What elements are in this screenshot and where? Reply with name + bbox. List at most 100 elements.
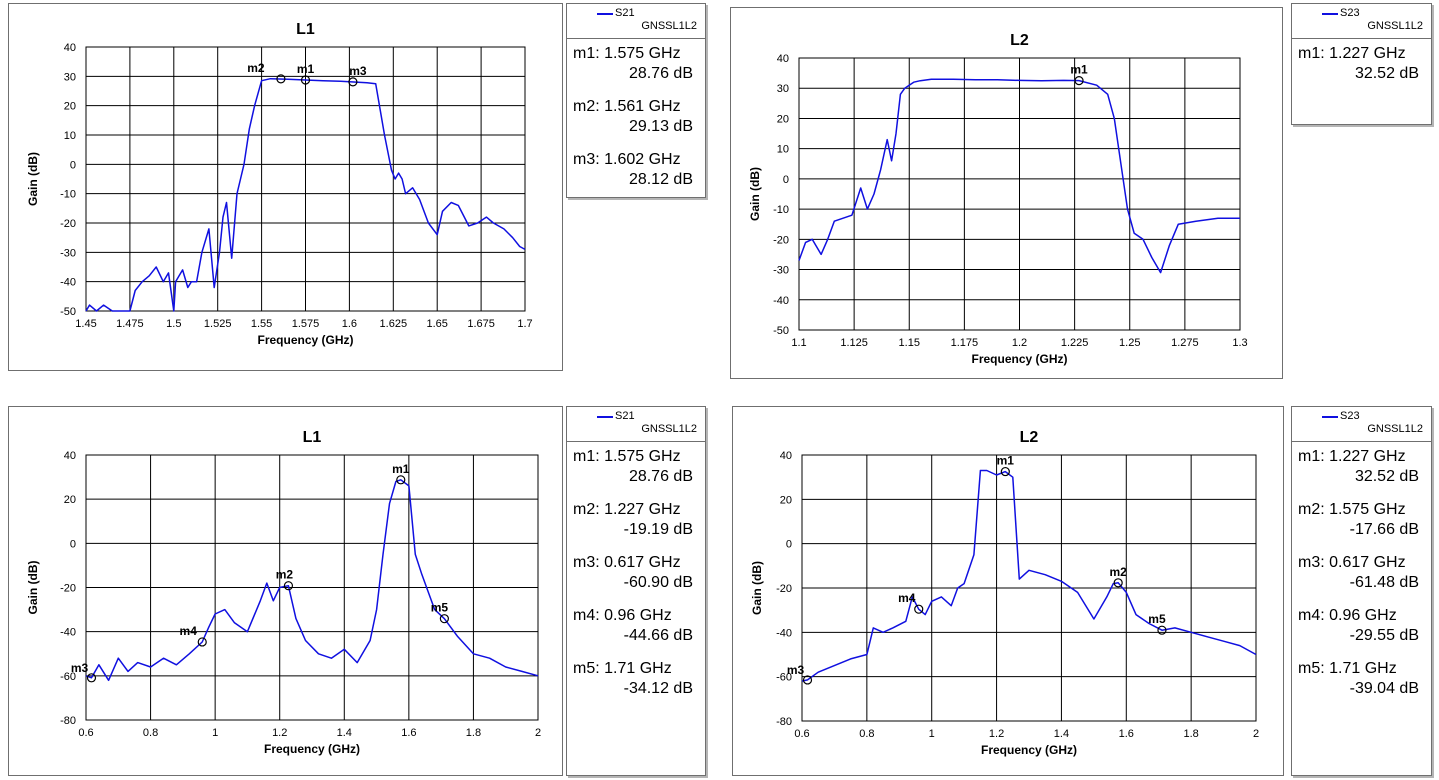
x-tick-label: 1.1 [791, 337, 806, 349]
marker-label: m3 [71, 661, 89, 675]
legend-panel: S23 GNSSL1L2 m1: 1.227 GHz 32.52 dB [1291, 3, 1432, 125]
x-tick-label: 1.3 [1232, 337, 1247, 349]
x-tick-label: 1.4 [1054, 728, 1069, 740]
marker-circle [1113, 578, 1123, 588]
marker-readout-frequency: m2: 1.575 GHz [1298, 501, 1406, 518]
x-tick-label: 1.475 [116, 318, 144, 330]
marker-circle [276, 74, 286, 84]
marker-label: m1 [997, 454, 1015, 468]
legend-header: S23 GNSSL1L2 [1292, 407, 1431, 442]
marker-readout-list: m1: 1.227 GHz 32.52 dB m2: 1.575 GHz -17.66… [1292, 447, 1431, 712]
series-line [801, 469, 1257, 682]
x-tick-label: 1.5 [166, 318, 181, 330]
chart-panel-l2-wide: L2 0.6 0.8 1 1.2 1.4 1.6 1.8 2 40 20 0 -20 -40 -60 -80 F… [732, 406, 1284, 776]
x-tick-label: 1.175 [951, 337, 979, 349]
x-axis-label: Frequency (GHz) [971, 352, 1067, 366]
marker-readout-list: m1: 1.575 GHz 28.76 dB m2: 1.561 GHz 29.13 … [567, 44, 705, 203]
series-line [85, 479, 539, 682]
marker-readout-frequency: m1: 1.575 GHz [573, 448, 681, 465]
marker-readout-gain: -34.12 dB [623, 680, 693, 697]
marker-label: m5 [1148, 612, 1166, 626]
y-tick-label: 20 [780, 494, 792, 506]
chart-title: L1 [296, 21, 315, 38]
marker-readout: m1: 1.227 GHz 32.52 dB [1292, 447, 1431, 487]
marker-circle [197, 637, 207, 647]
y-tick-label: -80 [776, 716, 792, 728]
marker-readout-frequency: m3: 0.617 GHz [1298, 554, 1406, 571]
x-tick-label: 1.25 [1119, 337, 1140, 349]
marker-label: m1 [297, 62, 315, 76]
y-tick-label: 20 [64, 101, 76, 113]
y-tick-label: 10 [64, 130, 76, 142]
y-tick-label: 0 [70, 159, 76, 171]
x-tick-label: 1.125 [840, 337, 868, 349]
x-axis-label: Frequency (GHz) [264, 742, 360, 756]
marker-readout-list: m1: 1.227 GHz 32.52 dB [1292, 44, 1431, 97]
marker-readout: m3: 1.602 GHz 28.12 dB [567, 150, 705, 190]
x-tick-label: 1 [929, 728, 935, 740]
y-tick-label: 20 [777, 113, 789, 125]
marker-readout-gain: -44.66 dB [623, 627, 693, 644]
legend-series-name: S23 [1340, 410, 1360, 422]
plot-border [85, 454, 539, 721]
marker-readout-gain: 28.76 dB [628, 468, 693, 485]
y-tick-label: 0 [783, 174, 789, 186]
marker-readout: m5: 1.71 GHz -34.12 dB [567, 659, 705, 699]
legend-series-sub: GNSSL1L2 [641, 20, 697, 32]
marker-label: m2 [247, 61, 265, 75]
series-line [85, 77, 526, 312]
marker-readout: m2: 1.227 GHz -19.19 dB [567, 500, 705, 540]
marker-label: m3 [787, 663, 805, 677]
marker-label: m4 [898, 591, 916, 605]
x-tick-label: 1.8 [1183, 728, 1198, 740]
legend-series-name: S21 [615, 410, 635, 422]
y-tick-label: 0 [70, 538, 76, 550]
y-tick-label: -10 [773, 204, 789, 216]
marker-readout: m3: 0.617 GHz -61.48 dB [1292, 553, 1431, 593]
x-tick-label: 1.8 [466, 727, 481, 739]
x-tick-label: 0.6 [78, 727, 93, 739]
legend-swatch [597, 416, 613, 418]
x-tick-label: 0.6 [794, 728, 809, 740]
x-tick-label: 1.575 [292, 318, 320, 330]
y-tick-label: -80 [60, 715, 76, 727]
marker-readout-gain: -17.66 dB [1349, 521, 1419, 538]
plot-border [798, 57, 1241, 331]
x-tick-label: 1.2 [272, 727, 287, 739]
marker-readout-gain: -61.48 dB [1349, 574, 1419, 591]
x-tick-label: 1.2 [989, 728, 1004, 740]
marker-readout-gain: 32.52 dB [1354, 468, 1419, 485]
x-tick-label: 0.8 [859, 728, 874, 740]
marker-readout: m2: 1.575 GHz -17.66 dB [1292, 500, 1431, 540]
legend-series-sub: GNSSL1L2 [641, 423, 697, 435]
y-axis-label: Gain (dB) [26, 561, 40, 615]
chart-svg: L2 0.6 0.8 1 1.2 1.4 1.6 1.8 2 40 20 0 -20 -40 -60 -80 F… [750, 429, 1259, 757]
marker-readout-frequency: m2: 1.561 GHz [573, 98, 681, 115]
marker-label: m4 [180, 624, 198, 638]
legend-series-name: S23 [1340, 7, 1360, 19]
y-tick-label: -30 [60, 247, 76, 259]
y-axis-label: Gain (dB) [748, 167, 762, 221]
marker-readout-gain: -39.04 dB [1349, 680, 1419, 697]
y-tick-label: -30 [773, 265, 789, 277]
chart-svg: L2 1.1 1.125 1.15 1.175 1.2 1.225 1.25 1.275 1.3 4… [748, 32, 1248, 366]
y-axis-label: Gain (dB) [750, 561, 764, 615]
legend-swatch [1322, 416, 1338, 418]
marker-circle [1157, 625, 1167, 635]
marker-readout-frequency: m3: 1.602 GHz [573, 151, 681, 168]
chart-title: L2 [1010, 32, 1029, 49]
legend-swatch [597, 13, 613, 15]
marker-readout-frequency: m4: 0.96 GHz [573, 607, 672, 624]
y-tick-label: 40 [777, 53, 789, 65]
y-tick-label: -40 [60, 277, 76, 289]
x-tick-label: 1.525 [204, 318, 232, 330]
x-axis-label: Frequency (GHz) [981, 743, 1077, 757]
marker-readout-list: m1: 1.575 GHz 28.76 dB m2: 1.227 GHz -19.19… [567, 447, 705, 712]
x-tick-label: 1.625 [380, 318, 408, 330]
x-tick-label: 1 [212, 727, 218, 739]
marker-readout-gain: -29.55 dB [1349, 627, 1419, 644]
marker-readout-gain: -60.90 dB [623, 574, 693, 591]
marker-readout-gain: 28.12 dB [628, 171, 693, 188]
legend-series-sub: GNSSL1L2 [1367, 423, 1423, 435]
marker-readout-frequency: m4: 0.96 GHz [1298, 607, 1397, 624]
